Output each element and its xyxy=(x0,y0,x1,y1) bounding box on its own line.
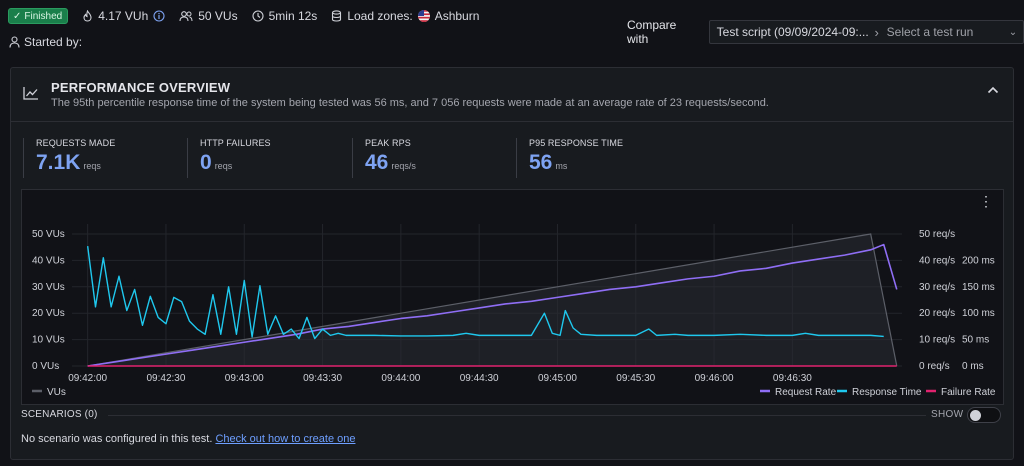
y-tick-label-vus: 0 VUs xyxy=(32,361,59,372)
compare-label: Compare with xyxy=(627,18,677,46)
show-label: SHOW xyxy=(931,409,964,420)
status-text: Finished xyxy=(24,10,63,22)
y-tick-label-rps: 20 req/s xyxy=(919,308,955,319)
x-tick-label: 09:46:30 xyxy=(773,373,812,384)
started-by: Started by: xyxy=(9,35,82,49)
test-run-summary-bar: ✓ Finished 4.17 VUh 50 VUs 5min 12s Load… xyxy=(8,7,479,25)
duration-meta: 5min 12s xyxy=(252,9,318,23)
series-line-response-time xyxy=(86,246,884,340)
x-tick-label: 09:44:00 xyxy=(381,373,420,384)
toggle-knob xyxy=(970,410,981,421)
y-tick-label-ms: 50 ms xyxy=(962,335,989,346)
chevron-down-icon[interactable]: ⌄ xyxy=(1008,26,1018,38)
performance-overview-panel: PERFORMANCE OVERVIEW The 95th percentile… xyxy=(10,67,1014,460)
info-icon[interactable] xyxy=(153,10,165,22)
legend-label: Failure Rate xyxy=(941,387,996,398)
stat-requests-made: REQUESTS MADE 7.1K reqs xyxy=(23,138,115,178)
y-tick-label-ms: 200 ms xyxy=(962,255,995,266)
x-tick-label: 09:43:00 xyxy=(225,373,264,384)
stat-unit: reqs xyxy=(214,161,233,171)
series-line-vus xyxy=(87,233,898,367)
y-tick-label-vus: 20 VUs xyxy=(32,308,65,319)
no-scenarios-message: No scenario was configured in this test.… xyxy=(21,433,355,445)
scenarios-label: SCENARIOS (0) xyxy=(21,409,98,420)
y-tick-label-rps: 50 req/s xyxy=(919,229,955,240)
vuh-meta: 4.17 VUh xyxy=(82,9,165,23)
create-scenario-link[interactable]: Check out how to create one xyxy=(215,433,356,445)
show-scenarios-toggle[interactable] xyxy=(967,407,1001,423)
y-tick-label-rps: 40 req/s xyxy=(919,255,955,266)
stat-value: 46 xyxy=(365,151,389,174)
duration-value: 5min 12s xyxy=(268,9,318,23)
performance-chart: ⋮ 09:42:00 09:42:30 09:43:00 09:43:30 09:44:… xyxy=(21,189,1004,405)
started-by-label: Started by: xyxy=(24,35,83,49)
x-tick-label: 09:45:30 xyxy=(616,373,655,384)
compare-select[interactable]: Test script (09/09/2024-09:... › Select … xyxy=(708,20,1024,44)
divider xyxy=(108,415,926,416)
y-tick-label-rps: 10 req/s xyxy=(919,335,955,346)
us-flag-icon xyxy=(417,10,430,22)
x-tick-label: 09:44:30 xyxy=(460,373,499,384)
stat-p95-response-time: P95 RESPONSE TIME 56 ms xyxy=(516,138,623,178)
stat-label: PEAK RPS xyxy=(365,138,411,148)
stat-label: P95 RESPONSE TIME xyxy=(529,138,624,148)
test-script-selector[interactable]: Test script (09/09/2024-09:... xyxy=(716,25,869,39)
stat-value: 56 xyxy=(529,151,553,174)
y-tick-label-ms: 100 ms xyxy=(962,308,995,319)
database-icon xyxy=(332,10,342,22)
vus-value: 50 VUs xyxy=(198,9,238,23)
user-icon xyxy=(9,36,20,48)
line-chart-icon xyxy=(23,87,38,100)
stat-label: HTTP FAILURES xyxy=(200,138,271,148)
performance-overview-header[interactable]: PERFORMANCE OVERVIEW The 95th percentile… xyxy=(11,68,1013,122)
chevron-up-icon[interactable] xyxy=(987,86,999,94)
panel-description: The 95th percentile response time of the… xyxy=(51,97,769,109)
vuh-value: 4.17 VUh xyxy=(98,9,149,23)
users-icon xyxy=(179,11,193,22)
y-tick-label-vus: 10 VUs xyxy=(32,335,65,346)
y-tick-label-rps: 0 req/s xyxy=(919,361,950,372)
legend-label: VUs xyxy=(47,387,66,398)
x-tick-label: 09:42:30 xyxy=(146,373,185,384)
more-vertical-icon[interactable]: ⋮ xyxy=(979,193,993,209)
load-zones-meta: Load zones: Ashburn xyxy=(331,9,479,23)
load-zones-label: Load zones: xyxy=(347,9,413,23)
vus-meta: 50 VUs xyxy=(179,9,238,23)
x-tick-label: 09:43:30 xyxy=(303,373,342,384)
no-scenarios-text: No scenario was configured in this test. xyxy=(21,433,213,445)
panel-title: PERFORMANCE OVERVIEW xyxy=(51,80,231,95)
series-line-request-rate xyxy=(87,243,898,367)
stat-label: REQUESTS MADE xyxy=(36,138,116,148)
legend-label: Request Rate xyxy=(775,387,837,398)
y-tick-label-ms: 0 ms xyxy=(962,361,984,372)
test-run-selector[interactable]: Select a test run xyxy=(886,25,974,39)
stat-value: 7.1K xyxy=(36,151,81,174)
vus-area xyxy=(87,234,897,366)
x-tick-label: 09:45:00 xyxy=(538,373,577,384)
stat-unit: ms xyxy=(555,161,568,171)
check-icon: ✓ xyxy=(13,10,22,22)
stat-unit: reqs/s xyxy=(391,161,416,171)
load-zone-name: Ashburn xyxy=(434,9,480,23)
y-tick-label-vus: 40 VUs xyxy=(32,255,65,266)
y-tick-label-rps: 30 req/s xyxy=(919,282,955,293)
flame-icon xyxy=(83,10,92,22)
stat-unit: reqs xyxy=(83,161,101,171)
chevron-right-icon: › xyxy=(874,24,879,40)
y-tick-label-ms: 150 ms xyxy=(962,282,995,293)
stat-peak-rps: PEAK RPS 46 reqs/s xyxy=(352,138,416,178)
clock-icon xyxy=(252,10,264,22)
x-tick-label: 09:46:00 xyxy=(695,373,734,384)
compare-with: Compare with Test script (09/09/2024-09:… xyxy=(627,18,1024,46)
stat-value: 0 xyxy=(200,151,212,174)
y-tick-label-vus: 30 VUs xyxy=(32,282,65,293)
status-badge: ✓ Finished xyxy=(8,8,69,24)
chart-canvas: 09:42:00 09:42:30 09:43:00 09:43:30 09:44:00… xyxy=(32,224,996,398)
x-tick-label: 09:42:00 xyxy=(68,373,107,384)
stat-http-failures: HTTP FAILURES 0 reqs xyxy=(187,138,271,178)
y-tick-label-vus: 50 VUs xyxy=(32,229,65,240)
legend-label: Response Time xyxy=(852,387,922,398)
